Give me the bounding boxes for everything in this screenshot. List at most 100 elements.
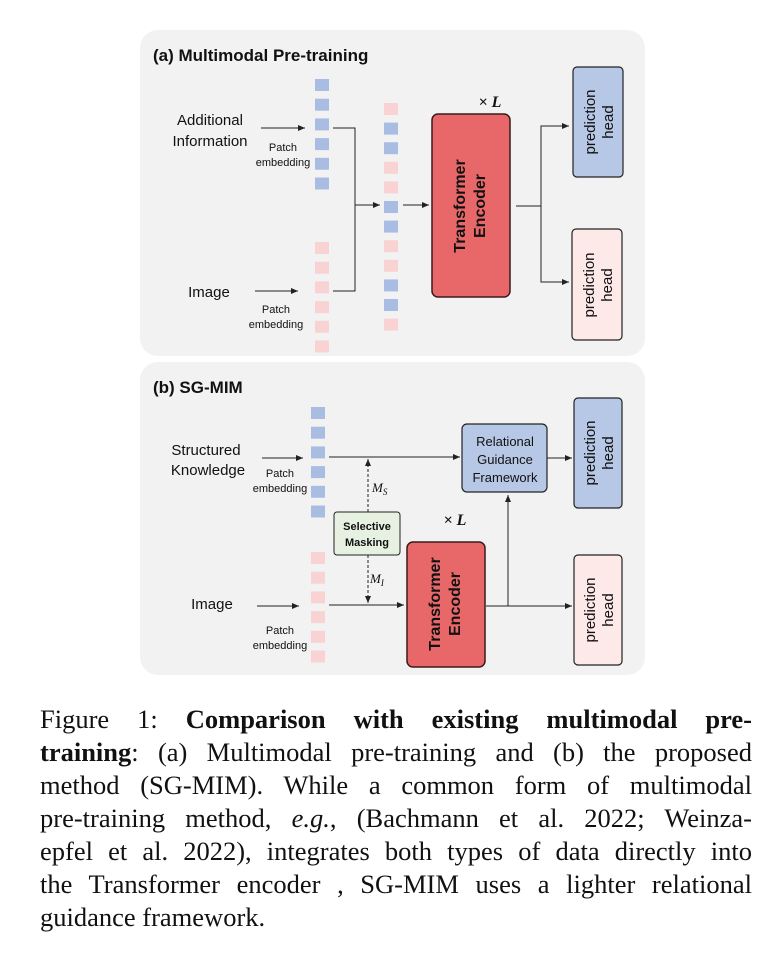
rgf-label: Framework — [472, 470, 538, 485]
text-token — [315, 177, 329, 190]
selective-masking-box — [333, 511, 401, 556]
input-label-structured: Structured — [171, 442, 240, 459]
panel-a-connectors — [255, 123, 569, 294]
repeat-label: × L — [444, 512, 467, 529]
text-token — [315, 138, 329, 151]
text-token — [384, 279, 398, 292]
masking-label: Masking — [345, 537, 389, 549]
transformer-encoder-box — [431, 113, 511, 298]
image-token — [384, 161, 398, 174]
structured-knowledge-tokens — [311, 407, 325, 518]
image-token — [384, 240, 398, 253]
transformer-encoder-box — [406, 541, 486, 668]
text-token — [384, 220, 398, 233]
caption-line: the Transformer encoder , SG-MIM uses a … — [40, 869, 752, 899]
panel-b-title: (b) SG-MIM — [153, 378, 243, 397]
caption-bold: training — [40, 737, 132, 767]
image-token — [315, 242, 329, 254]
rgf-label: Relational — [476, 434, 534, 449]
image-token — [315, 261, 329, 274]
repeat-label: × L — [479, 94, 502, 111]
caption-line: method (SG-MIM). While a common form of … — [40, 770, 752, 800]
caption-bold: Comparison with existing multimodal pre- — [185, 704, 753, 734]
text-token — [311, 466, 325, 479]
caption-text: : (a) Multimodal pre-training and (b) th… — [131, 737, 752, 767]
head-label: head — [599, 268, 616, 301]
head-label: head — [600, 436, 617, 469]
caption-line: Figure 1: Comparison with existing multi… — [40, 703, 752, 736]
relational-guidance-framework-box — [461, 423, 548, 493]
image-token — [315, 281, 329, 294]
input-label-image: Image — [188, 284, 230, 301]
panel-b-connectors — [257, 454, 572, 609]
text-token — [384, 122, 398, 135]
image-token — [384, 181, 398, 194]
patch-embedding-label: embedding — [249, 319, 303, 331]
head-label: head — [600, 593, 617, 626]
caption-text: , (Bachmann et al. 2022; Weinza- — [329, 803, 753, 833]
caption-line: pre-training method, e.g., (Bachmann et … — [40, 802, 752, 835]
encoder-label: Encoder — [472, 174, 489, 238]
text-token — [311, 485, 325, 498]
caption-line: epfel et al. 2022), integrates both type… — [40, 836, 752, 866]
text-token — [311, 426, 325, 439]
text-token — [315, 98, 329, 111]
text-token — [384, 142, 398, 155]
merged-tokens — [384, 103, 398, 331]
text-token — [311, 446, 325, 459]
image-token — [315, 320, 329, 333]
patch-embedding-label: Patch — [266, 468, 294, 480]
patch-embedding-label: embedding — [256, 157, 310, 169]
patch-embedding-label: embedding — [253, 640, 307, 652]
input-label-additional: Additional — [177, 112, 243, 129]
image-token — [384, 259, 398, 272]
masking-label: Selective — [343, 521, 391, 533]
text-token — [315, 79, 329, 91]
additional-info-tokens — [315, 79, 329, 190]
panel-b: (b) SG-MIM Structured Knowledge Image Pa… — [140, 362, 645, 675]
prediction-head-image — [571, 228, 623, 341]
encoder-label: Transformer — [452, 159, 469, 252]
input-label-knowledge: Knowledge — [171, 462, 245, 479]
patch-embedding-label: Patch — [262, 304, 290, 316]
text-token — [311, 505, 325, 518]
panel-a: (a) Multimodal Pre-training Additional I… — [140, 30, 645, 356]
encoder-label: Transformer — [427, 557, 444, 650]
rgf-label: Guidance — [477, 452, 533, 467]
prediction-head-knowledge — [573, 397, 623, 509]
text-token — [384, 201, 398, 213]
text-token — [384, 299, 398, 311]
head-label: prediction — [582, 577, 599, 642]
input-label-information: Information — [172, 133, 247, 150]
caption-line: training: (a) Multimodal pre-training an… — [40, 736, 752, 769]
text-token — [315, 118, 329, 131]
caption-text: pre-training method, — [40, 803, 272, 833]
text-token — [315, 157, 329, 170]
figure-caption: Figure 1: Comparison with existing multi… — [40, 703, 752, 934]
image-token — [384, 103, 398, 115]
image-token — [311, 552, 325, 564]
encoder-label: Encoder — [447, 572, 464, 636]
image-token — [311, 630, 325, 643]
caption-italic: e.g. — [291, 803, 330, 833]
prediction-head-image — [573, 554, 623, 666]
image-token — [311, 611, 325, 624]
head-label: prediction — [581, 252, 598, 317]
image-token — [315, 301, 329, 314]
mask-i-label: MI — [369, 571, 385, 588]
image-token — [315, 340, 329, 353]
head-label: prediction — [582, 420, 599, 485]
mask-s-label: MS — [371, 480, 388, 497]
head-label: prediction — [582, 89, 599, 154]
image-token — [311, 571, 325, 584]
patch-embedding-label: embedding — [253, 483, 307, 495]
caption-line: guidance framework. — [40, 902, 266, 932]
image-token — [311, 591, 325, 604]
head-label: head — [600, 105, 617, 138]
image-token — [311, 650, 325, 663]
patch-embedding-label: Patch — [266, 625, 294, 637]
image-tokens — [315, 242, 329, 353]
prediction-head-text — [572, 66, 624, 178]
patch-embedding-label: Patch — [269, 142, 297, 154]
